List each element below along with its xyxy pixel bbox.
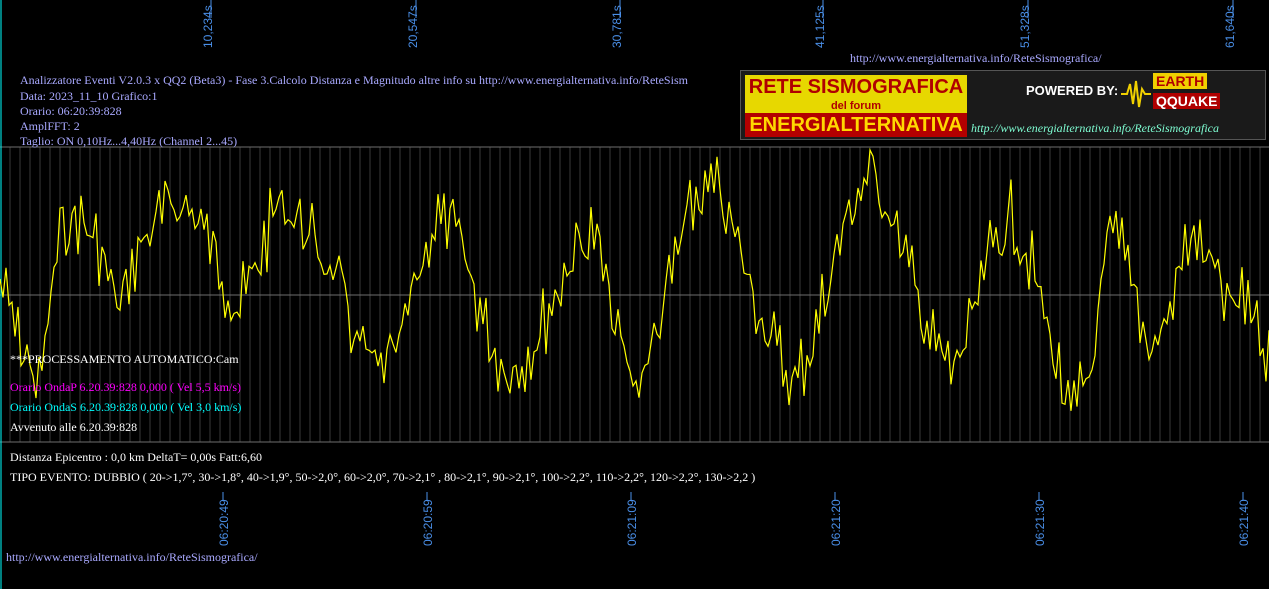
processing-label: ***PROCESSAMENTO AUTOMATICO:Cam bbox=[10, 352, 239, 366]
top-tick-label: 51,328s bbox=[1018, 5, 1032, 48]
bottom-tick-label: 06:20:49 bbox=[217, 499, 231, 546]
onda-p-label: Orario OndaP 6.20.39:828 0,000 ( Vel 5,5… bbox=[10, 380, 241, 394]
distance-label: Distanza Epicentro : 0,0 km DeltaT= 0,00… bbox=[10, 450, 263, 464]
info-filter: Taglio: ON 0,10Hz...4,40Hz (Channel 2...… bbox=[20, 134, 238, 148]
top-tick-label: 20,547s bbox=[406, 5, 420, 48]
bottom-tick-label: 06:20:59 bbox=[421, 499, 435, 546]
bottom-tick-label: 06:21:30 bbox=[1033, 499, 1047, 546]
top-tick-label: 61,640s bbox=[1223, 5, 1237, 48]
info-time: Orario: 06:20:39:828 bbox=[20, 104, 122, 118]
logo-title: RETE SISMOGRAFICA bbox=[745, 75, 967, 99]
info-title: Analizzatore Eventi V2.0.3 x QQ2 (Beta3)… bbox=[20, 73, 688, 87]
top-tick-label: 30,781s bbox=[610, 5, 624, 48]
top-tick-label: 10,234s bbox=[201, 5, 215, 48]
logo-brand-quake: QQUAKE bbox=[1153, 93, 1221, 109]
rete-sismografica-logo: RETE SISMOGRAFICA del forum ENERGIALTERN… bbox=[740, 70, 1266, 140]
onda-s-label: Orario OndaS 6.20.39:828 0,000 ( Vel 3,0… bbox=[10, 400, 242, 414]
logo-subtitle: del forum bbox=[745, 99, 967, 113]
logo-powered: POWERED BY: bbox=[1026, 83, 1119, 98]
top-tick-label: 41,125s bbox=[813, 5, 827, 48]
info-amplfft: AmplFFT: 2 bbox=[20, 119, 80, 133]
seismic-trace bbox=[0, 147, 1269, 411]
top-url[interactable]: http://www.energialternativa.info/ReteSi… bbox=[850, 51, 1102, 65]
bottom-tick-label: 06:21:09 bbox=[625, 499, 639, 546]
logo-forum: ENERGIALTERNATIVA bbox=[745, 113, 967, 137]
event-type-label: TIPO EVENTO: DUBBIO ( 20->1,7°, 30->1,8°… bbox=[10, 470, 756, 484]
logo-url[interactable]: http://www.energialternativa.info/ReteSi… bbox=[971, 121, 1219, 135]
tick-labels: 10,234s 20,547s 30,781s 41,125s 51,328s 61,64… bbox=[201, 0, 1251, 546]
seismograph-icon bbox=[1121, 80, 1151, 108]
avvenuto-label: Avvenuto alle 6.20.39:828 bbox=[10, 420, 138, 434]
bottom-url[interactable]: http://www.energialternativa.info/ReteSi… bbox=[6, 550, 258, 564]
info-date: Data: 2023_11_10 Grafico:1 bbox=[20, 89, 158, 103]
logo-brand-earth: EARTH bbox=[1153, 73, 1208, 89]
bottom-tick-label: 06:21:20 bbox=[829, 499, 843, 546]
bottom-tick-label: 06:21:40 bbox=[1237, 499, 1251, 546]
